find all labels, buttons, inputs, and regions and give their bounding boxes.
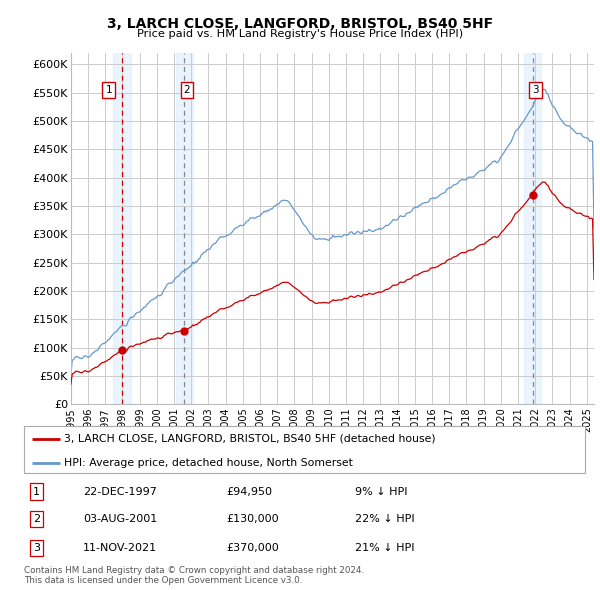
- Bar: [113, 53, 131, 404]
- Text: £370,000: £370,000: [226, 543, 279, 553]
- FancyBboxPatch shape: [24, 426, 585, 473]
- Text: 3: 3: [532, 85, 539, 95]
- Text: 11-NOV-2021: 11-NOV-2021: [83, 543, 157, 553]
- Bar: [524, 53, 541, 404]
- Text: 03-AUG-2001: 03-AUG-2001: [83, 514, 157, 524]
- Text: 3, LARCH CLOSE, LANGFORD, BRISTOL, BS40 5HF: 3, LARCH CLOSE, LANGFORD, BRISTOL, BS40 …: [107, 17, 493, 31]
- Text: HPI: Average price, detached house, North Somerset: HPI: Average price, detached house, Nort…: [64, 458, 353, 468]
- Text: Price paid vs. HM Land Registry's House Price Index (HPI): Price paid vs. HM Land Registry's House …: [137, 29, 463, 39]
- Text: 3: 3: [33, 543, 40, 553]
- Text: 2: 2: [33, 514, 40, 524]
- Text: £130,000: £130,000: [226, 514, 278, 524]
- Text: 22-DEC-1997: 22-DEC-1997: [83, 487, 157, 497]
- Text: Contains HM Land Registry data © Crown copyright and database right 2024.
This d: Contains HM Land Registry data © Crown c…: [24, 566, 364, 585]
- Text: 2: 2: [184, 85, 190, 95]
- Text: 9% ↓ HPI: 9% ↓ HPI: [355, 487, 407, 497]
- Text: 1: 1: [33, 487, 40, 497]
- Bar: [176, 53, 193, 404]
- Text: 3, LARCH CLOSE, LANGFORD, BRISTOL, BS40 5HF (detached house): 3, LARCH CLOSE, LANGFORD, BRISTOL, BS40 …: [64, 434, 436, 444]
- Text: 1: 1: [106, 85, 112, 95]
- Text: 22% ↓ HPI: 22% ↓ HPI: [355, 514, 415, 524]
- Text: 21% ↓ HPI: 21% ↓ HPI: [355, 543, 415, 553]
- Text: £94,950: £94,950: [226, 487, 272, 497]
